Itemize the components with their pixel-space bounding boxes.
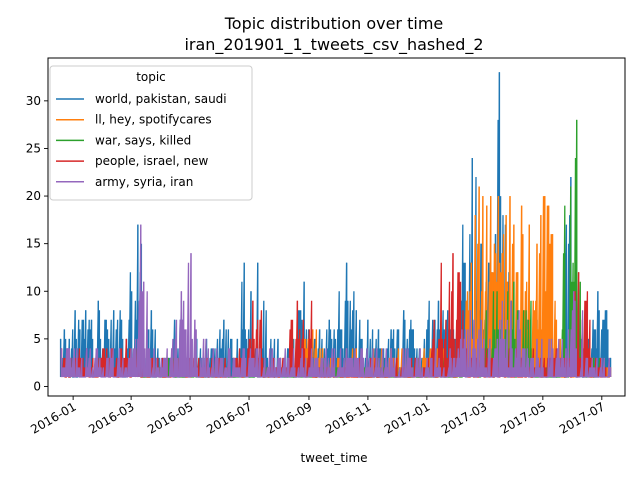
legend-label-5: army, syria, iran bbox=[95, 175, 193, 189]
legend-title: topic bbox=[136, 70, 166, 84]
y-tick-label-3: 10 bbox=[26, 284, 41, 298]
y-tick-label-1: 0 bbox=[33, 379, 41, 393]
chart-title: Topic distribution over time bbox=[224, 14, 444, 33]
series-line-5 bbox=[60, 224, 612, 378]
legend: topic world, pakistan, saudi ll, hey, spo… bbox=[49, 65, 253, 201]
y-tick-label-6: 25 bbox=[26, 141, 41, 155]
chart-subtitle: iran_201901_1_tweets_csv_hashed_2 bbox=[184, 35, 483, 55]
legend-label-4: people, israel, new bbox=[95, 154, 209, 168]
y-tick-label-7: 30 bbox=[26, 94, 41, 108]
x-axis-label: tweet_time bbox=[300, 451, 367, 465]
legend-box bbox=[49, 65, 253, 201]
y-tick-label-2: 5 bbox=[33, 332, 41, 346]
plot-frame bbox=[47, 57, 626, 397]
y-tick-label-4: 15 bbox=[26, 237, 41, 251]
legend-label-1: world, pakistan, saudi bbox=[95, 92, 227, 106]
y-tick-label-5: 20 bbox=[26, 189, 41, 203]
legend-label-2: ll, hey, spotifycares bbox=[95, 113, 212, 127]
plot-content bbox=[59, 72, 612, 378]
legend-label-3: war, says, killed bbox=[95, 133, 191, 147]
legend-entries: world, pakistan, saudi ll, hey, spotifyca… bbox=[56, 92, 227, 189]
